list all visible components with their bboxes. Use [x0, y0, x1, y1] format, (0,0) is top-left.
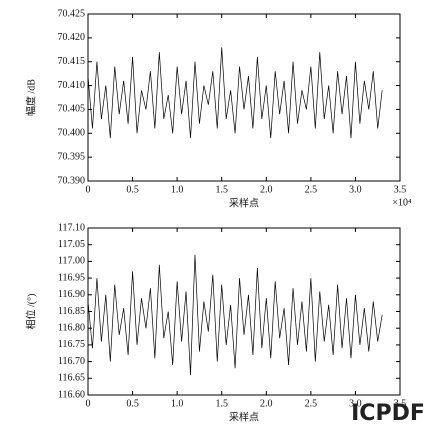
y-tick-label: 70.415	[58, 56, 86, 67]
y-tick-label: 70.390	[58, 175, 86, 186]
x-tick-label: 2.5	[305, 398, 318, 409]
x-axis-label: 采样点	[229, 410, 259, 423]
x-axis-label: 采样点	[229, 196, 259, 209]
x-tick-label: 3.5	[394, 184, 407, 195]
x-tick-label: 1.0	[171, 398, 184, 409]
y-tick-label: 116.80	[58, 322, 85, 333]
y-axis-label: 幅度 /dB	[24, 79, 37, 116]
y-tick-label: 116.65	[58, 373, 85, 384]
y-tick-label: 116.60	[58, 389, 85, 400]
y-tick-label: 70.420	[58, 32, 86, 43]
x-tick-label: 3.0	[349, 398, 362, 409]
y-tick-label: 117.00	[58, 256, 85, 267]
y-tick-label: 70.410	[58, 80, 86, 91]
x-tick-label: 3.0	[349, 184, 362, 195]
x-tick-label: 0.5	[126, 398, 139, 409]
x-tick-label: 1.5	[215, 398, 228, 409]
y-tick-label: 116.95	[58, 272, 85, 283]
x-tick-label: 2.5	[305, 184, 318, 195]
x-tick-label: 1.0	[171, 184, 184, 195]
y-tick-label: 116.85	[58, 306, 85, 317]
y-tick-label: 116.90	[58, 289, 85, 300]
y-tick-label: 117.05	[58, 239, 85, 250]
x-tick-label: 1.5	[215, 184, 228, 195]
plot-frame	[87, 13, 401, 182]
y-tick-label: 70.400	[58, 128, 86, 139]
x-tick-label: 0	[86, 184, 91, 195]
x-tick-label: 3.5	[394, 398, 407, 409]
x-tick-label: 2.0	[260, 184, 273, 195]
signal-line	[87, 254, 383, 375]
watermark: ICPDF	[351, 401, 425, 426]
y-tick-label: 116.75	[58, 339, 85, 350]
y-tick-label: 117.10	[58, 222, 85, 233]
y-tick-label: 70.405	[58, 104, 86, 115]
x-tick-label: 2.0	[260, 398, 273, 409]
x-tick-label: 0	[86, 398, 91, 409]
y-tick-label: 70.425	[58, 8, 86, 19]
y-tick-label: 70.395	[58, 151, 86, 162]
signal-line	[87, 47, 383, 139]
x-multiplier: ×10⁴	[392, 197, 412, 208]
y-axis-label: 相位 /(°)	[24, 294, 37, 330]
y-tick-label: 116.70	[58, 356, 85, 367]
x-tick-label: 0.5	[126, 184, 139, 195]
